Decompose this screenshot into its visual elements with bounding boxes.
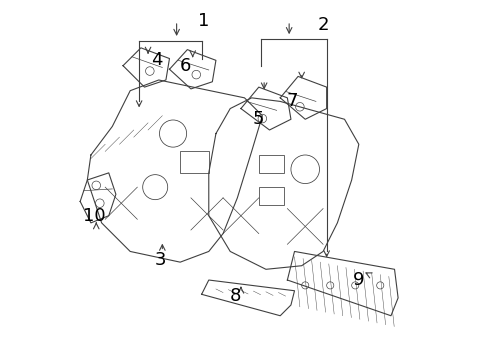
Text: 4: 4 [151, 51, 163, 69]
Text: 10: 10 [83, 207, 105, 225]
Text: 9: 9 [352, 271, 364, 289]
Text: 6: 6 [180, 57, 191, 75]
Text: 1: 1 [197, 12, 209, 30]
Bar [258, 187, 283, 205]
Text: 7: 7 [286, 93, 298, 111]
Text: 2: 2 [317, 15, 328, 33]
Bar [180, 152, 208, 173]
Text: 3: 3 [155, 251, 166, 269]
Text: 5: 5 [252, 110, 264, 128]
Text: 8: 8 [229, 287, 241, 305]
Bar [258, 155, 283, 173]
